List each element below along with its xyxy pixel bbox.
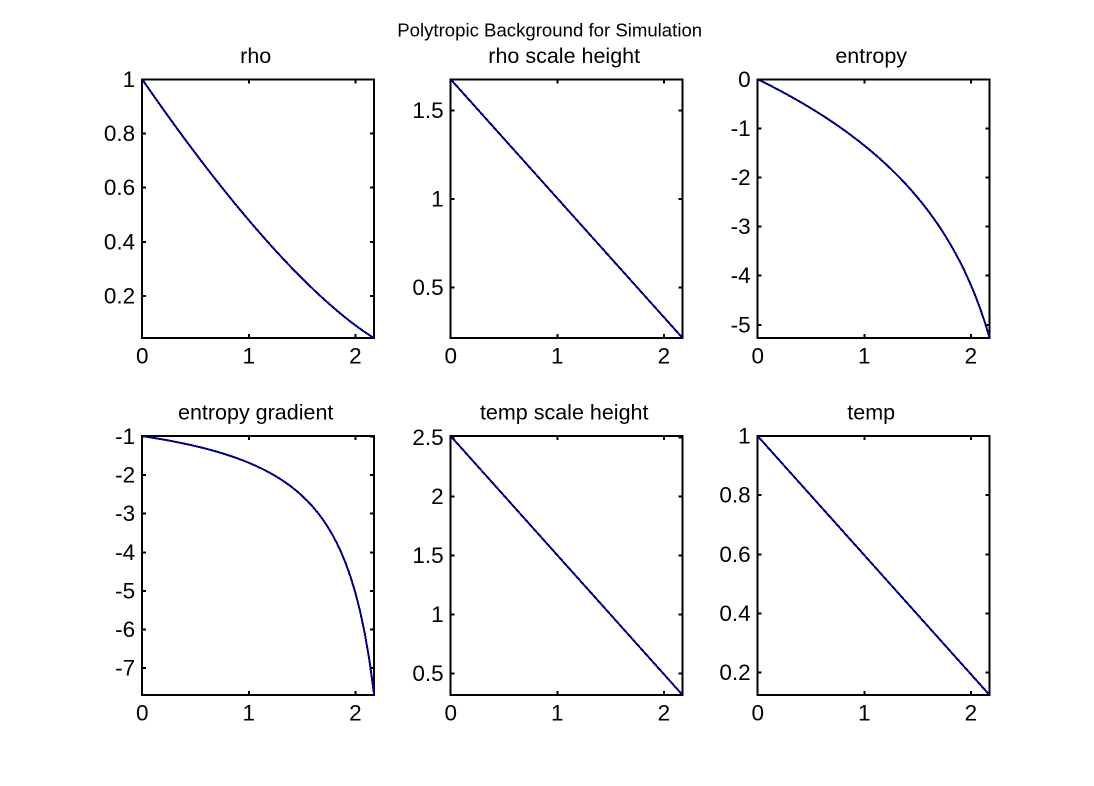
svg-text:0.6: 0.6 (719, 542, 750, 567)
svg-text:-4: -4 (731, 263, 751, 288)
svg-text:2: 2 (431, 484, 444, 509)
svg-text:1: 1 (738, 424, 751, 449)
svg-text:-7: -7 (115, 656, 135, 681)
svg-text:0: 0 (751, 701, 764, 726)
svg-text:0.2: 0.2 (104, 283, 135, 308)
svg-text:2.5: 2.5 (412, 425, 443, 450)
svg-text:temp: temp (847, 401, 895, 425)
svg-text:-2: -2 (731, 165, 751, 190)
svg-text:0.4: 0.4 (719, 601, 750, 626)
svg-text:2: 2 (349, 701, 362, 726)
svg-text:-4: -4 (115, 540, 135, 565)
svg-text:1: 1 (858, 701, 871, 726)
svg-text:2: 2 (658, 701, 671, 726)
svg-text:-5: -5 (115, 578, 135, 603)
svg-text:1: 1 (243, 344, 256, 369)
svg-text:0.5: 0.5 (412, 661, 443, 686)
svg-text:rho: rho (240, 44, 271, 68)
svg-text:0.4: 0.4 (104, 229, 135, 254)
svg-text:1: 1 (551, 701, 564, 726)
svg-text:0.8: 0.8 (719, 483, 750, 508)
svg-text:0: 0 (136, 701, 149, 726)
svg-text:0.5: 0.5 (412, 275, 443, 300)
svg-text:1: 1 (123, 67, 136, 92)
svg-text:-1: -1 (731, 116, 751, 141)
svg-text:1.5: 1.5 (412, 98, 443, 123)
svg-text:0.2: 0.2 (719, 660, 750, 685)
svg-text:temp scale height: temp scale height (480, 401, 649, 425)
svg-text:2: 2 (658, 344, 671, 369)
svg-text:2: 2 (965, 344, 978, 369)
svg-text:-3: -3 (731, 214, 751, 239)
svg-text:Polytropic Background for Simu: Polytropic Background for Simulation (397, 20, 702, 41)
svg-text:-1: -1 (115, 424, 135, 449)
svg-text:1: 1 (551, 344, 564, 369)
svg-text:-3: -3 (115, 501, 135, 526)
svg-text:1: 1 (431, 187, 444, 212)
svg-text:2: 2 (965, 701, 978, 726)
svg-text:0: 0 (751, 344, 764, 369)
svg-text:1: 1 (858, 344, 871, 369)
svg-text:0: 0 (444, 344, 457, 369)
svg-text:0.6: 0.6 (104, 175, 135, 200)
svg-text:0: 0 (444, 701, 457, 726)
svg-text:-2: -2 (115, 463, 135, 488)
svg-text:-5: -5 (731, 312, 751, 337)
svg-text:-6: -6 (115, 617, 135, 642)
svg-text:1: 1 (431, 602, 444, 627)
svg-text:0: 0 (738, 67, 751, 92)
svg-text:rho scale height: rho scale height (488, 44, 640, 68)
svg-text:entropy gradient: entropy gradient (178, 401, 333, 425)
svg-text:2: 2 (349, 344, 362, 369)
svg-text:0.8: 0.8 (104, 121, 135, 146)
svg-text:0: 0 (136, 344, 149, 369)
svg-text:1.5: 1.5 (412, 543, 443, 568)
svg-text:entropy: entropy (835, 44, 907, 68)
svg-text:1: 1 (243, 701, 256, 726)
